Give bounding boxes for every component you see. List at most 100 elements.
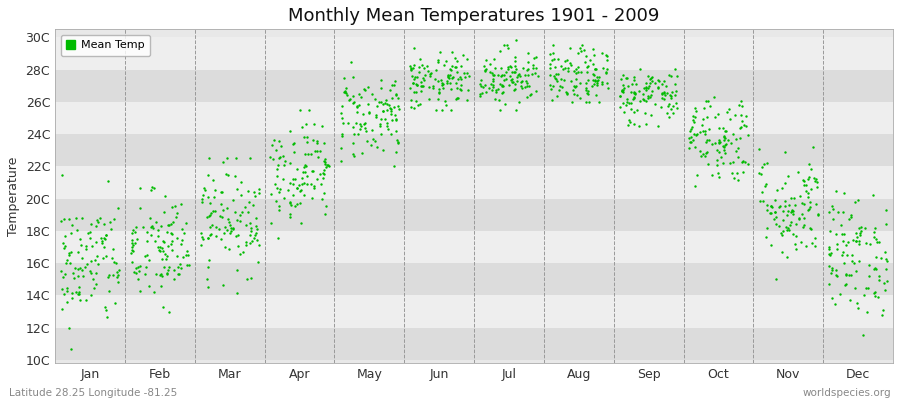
Point [580,68,594,75]
Point [792,214,806,221]
Point [164,221,178,227]
Point [387,112,401,118]
Point [643,94,657,100]
Point [689,131,704,137]
Point [592,99,607,105]
Point [57,244,71,251]
Point [60,288,75,294]
Point [101,178,115,184]
Point [652,78,666,84]
Point [620,96,634,102]
Point [252,190,266,196]
Point [801,207,815,214]
Point [767,216,781,223]
Point [839,281,853,288]
Point [829,272,843,278]
Point [415,62,429,68]
Point [375,101,390,107]
Point [581,87,596,94]
Point [627,77,642,84]
Point [170,210,184,216]
Point [643,82,657,89]
Point [793,192,807,199]
Point [369,112,383,118]
Point [778,203,792,209]
Point [335,133,349,140]
Point [346,100,360,107]
Point [72,291,86,298]
Point [171,263,185,270]
Point [546,42,561,49]
Point [357,120,372,126]
Point [763,203,778,210]
Point [560,91,574,98]
Point [863,241,878,248]
Point [667,66,681,72]
Point [55,286,69,292]
Point [633,98,647,104]
Point [159,253,174,260]
Point [83,228,97,235]
Point [294,124,309,130]
Point [614,76,628,82]
Point [168,202,183,209]
Point [837,231,851,238]
Point [304,167,319,174]
Point [286,139,301,146]
Point [808,242,823,249]
Point [775,184,789,191]
Point [613,93,627,100]
Point [369,114,383,120]
Point [407,88,421,95]
Point [194,230,208,236]
Point [290,184,304,191]
Point [716,134,731,140]
Point [89,270,104,276]
Point [497,77,511,84]
Bar [55,37,893,70]
Point [626,96,640,102]
Point [843,212,858,218]
Point [409,98,423,104]
Point [200,275,214,282]
Point [871,294,886,300]
Point [67,274,81,281]
Point [516,65,530,72]
Point [160,222,175,228]
Legend: Mean Temp: Mean Temp [60,35,149,56]
Point [124,240,139,246]
Point [780,254,795,260]
Point [835,231,850,237]
Point [778,180,792,186]
Point [387,163,401,170]
Y-axis label: Temperature: Temperature [7,156,20,236]
Point [431,96,446,102]
Point [334,145,348,152]
Point [382,87,397,94]
Point [581,63,596,70]
Point [567,67,581,74]
Point [435,107,449,113]
Point [580,89,595,96]
Point [362,109,376,116]
Point [718,142,733,148]
Point [496,83,510,89]
Point [202,224,217,230]
Point [496,89,510,95]
Point [235,208,249,215]
Point [138,271,152,278]
Point [544,86,559,92]
Point [462,73,476,80]
Point [384,82,399,88]
Point [378,116,392,122]
Point [495,83,509,90]
Point [212,226,227,232]
Point [795,239,809,245]
Point [741,132,755,138]
Point [786,231,800,237]
Point [771,204,786,210]
Point [439,102,454,108]
Point [64,249,78,255]
Point [432,90,446,97]
Point [333,158,347,164]
